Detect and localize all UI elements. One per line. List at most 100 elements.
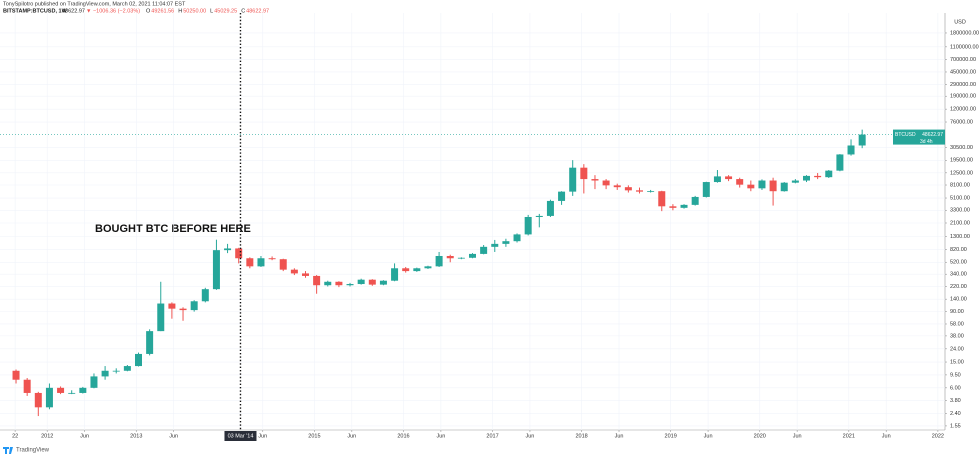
candle-body [480,246,488,254]
candle-body [747,184,755,189]
candle-body [457,257,465,259]
candle-body [491,243,499,247]
symbol: BITSTAMP:BTCUSD, 1W [3,8,68,14]
y-tick-label: 90.00 [950,309,964,315]
x-tick-label: Jun [169,433,178,439]
candle-body [546,200,554,216]
marker-label-box [224,431,257,441]
logo-icon [3,447,13,454]
annotation: BOUGHT BTC BEFORE HERE [95,223,251,235]
candle-body [146,331,154,354]
x-tick-label: 2016 [397,433,409,439]
last: 48622.97 [62,8,85,14]
candle-body [446,255,454,259]
ohlc-value: 45029.25 [214,8,237,14]
x-tick-label: 22 [12,433,18,439]
candle-body [68,392,76,394]
candle-body [736,179,744,185]
candle-body [224,248,232,251]
candle-body [680,204,688,208]
y-tick-label: 3.80 [950,398,961,404]
candle-body [190,301,198,311]
candle-body [212,250,220,290]
y-tick-label: 9.50 [950,372,961,378]
candle-body [413,268,421,272]
x-tick-label: Jun [80,433,89,439]
candle-body [803,175,811,181]
last-price-box [893,129,945,145]
currency: USD [954,19,966,25]
x-tick-label: 2019 [665,433,677,439]
candle-body [702,182,710,197]
x-tick-label: 2012 [41,433,53,439]
candle-body [669,206,677,208]
x-tick-label: Jun [258,433,267,439]
ohlc-key: L [210,8,213,14]
x-tick-label: 2021 [843,433,855,439]
candle-body [34,392,42,408]
candle-body [168,303,176,309]
x-tick-label: Jun [347,433,356,439]
candle-body [725,176,733,180]
candle-body [12,370,20,380]
ohlc-value: 49261.56 [151,8,174,14]
grid [0,13,945,430]
candle-body [123,366,131,371]
y-tick-label: 290000.00 [950,82,976,88]
ohlc-key: O [146,8,151,14]
brand: TradingView [16,448,50,454]
y-tick-label: 190000.00 [950,94,976,100]
y-tick-label: 520.00 [950,260,967,266]
marker-label: 03 Mar '14 [228,433,254,439]
candle-body [391,268,399,281]
y-tick-label: 2.40 [950,411,961,417]
candle-body [758,180,766,189]
candle-body [780,182,788,192]
candle-body [112,370,120,372]
x-tick-label: Jun [436,433,445,439]
candle-body [636,190,644,192]
ohlc-key: C [241,8,245,14]
candle-body [201,289,209,302]
change: ▼ −1006.36 (−2.03%) [86,8,140,14]
candle-body [357,279,365,285]
candle-body [313,275,321,286]
candle-body [814,175,822,178]
y-tick-label: 6.00 [950,385,961,391]
last-price-symbol: BTCUSD [895,132,916,138]
candle-body [346,284,354,286]
ohlc-value: 50250.00 [183,8,206,14]
y-tick-label: 340.00 [950,272,967,278]
x-tick-label: 2015 [308,433,320,439]
countdown: 3d 4h [920,139,933,145]
candle-body [246,258,254,267]
publisher: TonySpilotro published on TradingView.co… [3,1,186,7]
candle-body [836,154,844,171]
candle-body [402,268,410,272]
x-tick-label: 2018 [575,433,587,439]
x-tick-label: 2013 [130,433,142,439]
ohlc-key: H [178,8,182,14]
candle-body [179,308,187,311]
candle-body [647,191,655,193]
candle-body [691,196,699,205]
candles [12,129,866,417]
y-tick-label: 30500.00 [950,145,973,151]
candle-body [368,279,376,285]
candle-body [791,180,799,183]
x-tick-label: Jun [615,433,624,439]
y-tick-label: 19500.00 [950,158,973,164]
candle-body [290,269,298,274]
candle-body [301,273,309,276]
candle-body [624,187,632,191]
candle-body [825,170,833,178]
y-tick-label: 12500.00 [950,170,973,176]
candle-body [57,387,65,393]
candle-body [257,258,265,267]
candle-body [502,241,510,244]
candle-body [23,379,31,393]
y-tick-label: 450000.00 [950,69,976,75]
y-tick-label: 38.00 [950,333,964,339]
candle-body [324,281,332,286]
